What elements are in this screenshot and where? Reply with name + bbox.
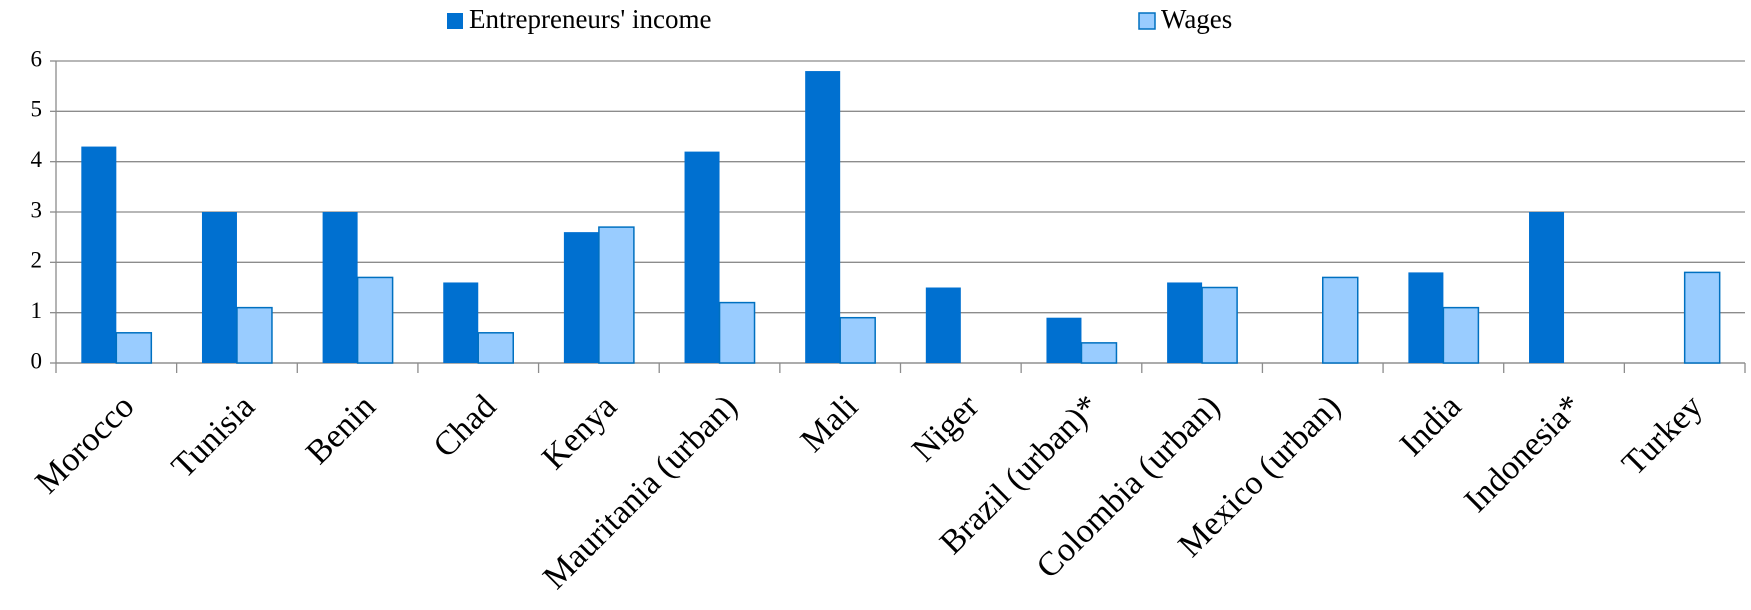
x-tick-label: Mali [794, 388, 866, 460]
bar [1683, 271, 1721, 364]
x-tick-label: Tunisia [165, 388, 262, 485]
x-tick-label: Benin [299, 388, 383, 472]
bar [563, 232, 599, 363]
legend-label: Entrepreneurs' income [469, 4, 712, 34]
bar [839, 316, 876, 364]
bar [598, 226, 635, 364]
bar [1442, 306, 1480, 364]
bar [805, 71, 841, 364]
legend-swatch [447, 13, 463, 29]
bar [718, 301, 756, 364]
x-tick-label: Kenya [535, 388, 624, 477]
bar [1201, 286, 1238, 364]
bar [115, 332, 153, 364]
bar [443, 282, 479, 363]
legend-swatch [1138, 12, 1156, 30]
bar [201, 212, 237, 363]
y-tick-label: 2 [31, 248, 43, 273]
y-tick-label: 4 [31, 147, 43, 172]
bar [477, 332, 514, 364]
y-tick-label: 1 [31, 298, 43, 323]
x-tick-label: Turkey [1615, 388, 1710, 483]
bar [356, 276, 394, 364]
x-tick-label: Morocco [29, 388, 142, 501]
x-tick-label: Niger [905, 388, 986, 469]
bar [81, 146, 117, 363]
x-tick-label: Chad [427, 388, 504, 465]
y-tick-label: 3 [31, 197, 43, 222]
bar [1080, 342, 1118, 364]
y-tick-label: 6 [31, 46, 43, 71]
bar [1322, 276, 1359, 364]
legend-label: Wages [1161, 4, 1232, 34]
bar [236, 306, 273, 364]
bar [322, 212, 358, 363]
bar [1167, 282, 1203, 363]
bar [1408, 272, 1444, 363]
bar [925, 287, 961, 363]
bar [684, 151, 720, 363]
x-tick-label: India [1393, 388, 1469, 464]
bar [1529, 212, 1565, 363]
bar [1046, 317, 1082, 363]
y-tick-label: 0 [31, 348, 43, 373]
x-tick-label: Indonesia* [1458, 388, 1590, 520]
y-tick-label: 5 [31, 97, 43, 122]
